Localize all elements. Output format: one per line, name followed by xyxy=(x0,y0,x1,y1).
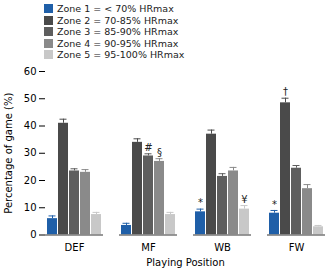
html-text:Zone 3 = 85-90% HRmax: Zone 3 = 85-90% HRmax xyxy=(57,26,179,37)
svg-text:¥: ¥ xyxy=(241,193,247,204)
html-text:Zone 1 = < 70% HRmax: Zone 1 = < 70% HRmax xyxy=(57,3,174,14)
svg-text:50: 50 xyxy=(24,92,37,103)
svg-text:Playing Position: Playing Position xyxy=(146,257,224,268)
svg-text:60: 60 xyxy=(24,65,37,76)
svg-text:WB: WB xyxy=(214,242,231,253)
svg-text:§: § xyxy=(157,146,162,157)
svg-text:*: * xyxy=(272,198,277,209)
svg-text:40: 40 xyxy=(24,120,37,131)
svg-text:30: 30 xyxy=(24,147,37,158)
html-text:Zone 5 = 95-100% HRmax: Zone 5 = 95-100% HRmax xyxy=(57,49,185,60)
svg-text:0: 0 xyxy=(30,229,36,240)
svg-text:†: † xyxy=(283,86,288,97)
html-text:Zone 2 = 70-85% HRmax: Zone 2 = 70-85% HRmax xyxy=(57,14,179,26)
html-text:Zone 4 = 90-95% HRmax: Zone 4 = 90-95% HRmax xyxy=(57,37,179,49)
svg-text:DEF: DEF xyxy=(65,242,85,253)
svg-text:Percentage of game (%): Percentage of game (%) xyxy=(3,92,14,213)
svg-text:*: * xyxy=(198,197,203,208)
svg-text:20: 20 xyxy=(24,174,37,185)
svg-text:10: 10 xyxy=(24,201,37,212)
svg-text:FW: FW xyxy=(289,242,305,253)
svg-text:#: # xyxy=(144,141,152,152)
svg-text:MF: MF xyxy=(141,242,156,253)
